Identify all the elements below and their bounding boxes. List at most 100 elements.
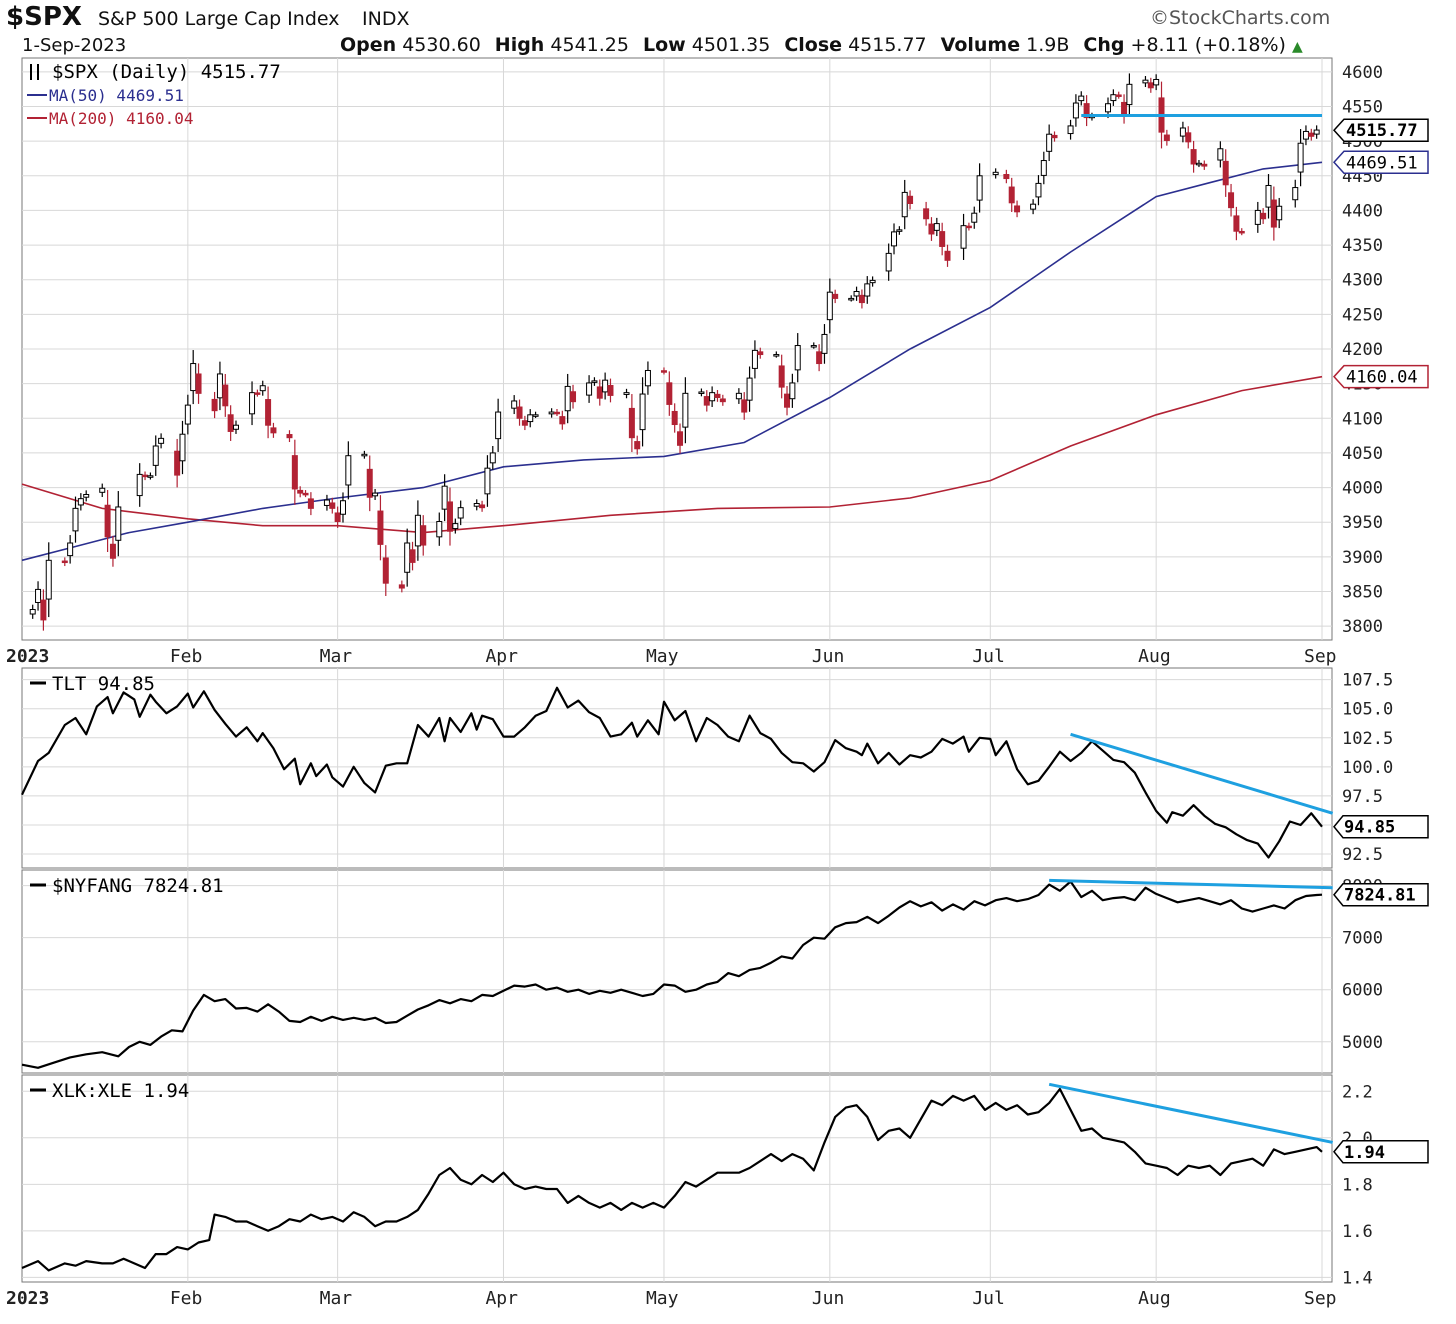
candle-down [1201, 163, 1208, 167]
index-name: S&P 500 Large Cap Index [98, 8, 340, 30]
panel-1: 3800385039003950400040504100415042004250… [21, 57, 1429, 641]
candle-down [1163, 134, 1170, 141]
candle-up [1217, 148, 1224, 161]
last-value-tag [1332, 150, 1429, 175]
candle-up [933, 223, 940, 231]
candle-up [72, 507, 79, 532]
y-tick-label: 2.2 [1342, 1082, 1373, 1102]
candle-down [174, 450, 181, 476]
candle-down [607, 385, 614, 396]
candle-down [1228, 192, 1235, 209]
candle-up [773, 354, 780, 357]
y-tick-label: 4400 [1342, 201, 1383, 221]
candle-down [939, 231, 946, 247]
candle-up [826, 291, 833, 321]
price-legend: $SPX (Daily) 4515.77 [52, 61, 281, 83]
candle-up [1292, 187, 1299, 201]
copyright-label[interactable]: ©StockCharts.com [1150, 7, 1331, 29]
candle-down [1308, 132, 1315, 137]
candle-up [1302, 130, 1309, 140]
candle-up [532, 414, 539, 417]
candle-up [848, 297, 855, 301]
candle-up [1078, 95, 1085, 102]
y-tick-label: 5000 [1342, 1033, 1383, 1053]
candle-down [409, 549, 416, 563]
candle-up [179, 433, 186, 462]
high-value: 4541.25 [550, 34, 629, 56]
candle-down [222, 384, 229, 407]
candle-down [329, 502, 336, 509]
volume-value: 1.9B [1026, 34, 1070, 56]
candle-up [29, 609, 36, 615]
candle-up [527, 414, 534, 423]
candle-up [623, 392, 630, 395]
candle-up [1297, 142, 1304, 173]
candle-down [1008, 186, 1015, 204]
candle-down [479, 504, 486, 509]
y-tick-label: 3800 [1342, 617, 1383, 637]
panel-frame [21, 869, 1333, 1074]
candle-down [195, 373, 202, 394]
candle-up [1110, 94, 1117, 102]
candle-down [1014, 205, 1021, 213]
last-value-tag [1333, 1140, 1429, 1164]
candle-down [254, 392, 261, 395]
quote-date: 1-Sep-2023 [22, 35, 127, 56]
candle-up [67, 542, 74, 557]
low-label: Low [642, 34, 686, 56]
month-label: 2023 [6, 1288, 49, 1309]
candle-up [83, 494, 90, 498]
close-label: Close [784, 34, 843, 56]
trendline [1048, 1082, 1334, 1144]
candle-down [1051, 134, 1058, 139]
month-label: Mar [320, 646, 353, 667]
candle-up [1035, 182, 1042, 198]
candle-up [259, 385, 266, 392]
candle-down [923, 208, 930, 220]
candle-up [709, 392, 716, 402]
candle-down [1121, 101, 1128, 117]
month-label: Aug [1138, 1288, 1171, 1309]
month-label: Aug [1138, 646, 1171, 667]
y-tick-label: 4200 [1342, 340, 1383, 360]
y-tick-label: 3900 [1342, 548, 1383, 568]
y-tick-label: 3850 [1342, 583, 1383, 603]
candle-up [971, 212, 978, 223]
last-value-tag [1333, 814, 1429, 839]
candle-up [436, 521, 443, 538]
candle-up [457, 507, 464, 519]
candle-up [511, 400, 518, 409]
candle-down [784, 393, 791, 408]
candle-up [960, 225, 967, 249]
open-value: 4530.60 [402, 34, 481, 56]
y-tick-label: 4350 [1342, 236, 1383, 256]
candle-down [928, 223, 935, 235]
candle-down [297, 489, 304, 494]
month-label: Jul [972, 1288, 1005, 1309]
candle-up [77, 498, 84, 506]
candle-up [746, 377, 753, 401]
month-label: Feb [170, 1288, 203, 1309]
candle-up [591, 380, 598, 383]
candle-down [1260, 212, 1267, 220]
candle-down [1190, 149, 1197, 165]
candle-up [1153, 78, 1160, 86]
candle-up [644, 369, 651, 387]
candle-up [1126, 83, 1133, 106]
candle-down [719, 398, 726, 403]
ohlc-summary: Open 4530.60 High 4541.25 Low 4501.35 Close… [340, 34, 1303, 56]
candle-down [816, 351, 823, 365]
last-value-label: 4469.51 [1346, 153, 1418, 173]
up-arrow-icon: ▲ [1291, 39, 1303, 55]
candle-up [484, 467, 491, 495]
candle-down [1003, 174, 1010, 180]
ma200-legend: MA(200) 4160.04 [49, 109, 194, 128]
candle-down [628, 407, 635, 439]
last-value-tag [1332, 118, 1429, 142]
month-label: Apr [485, 646, 518, 667]
y-tick-label: 1.6 [1342, 1222, 1373, 1242]
candle-down [570, 391, 577, 403]
